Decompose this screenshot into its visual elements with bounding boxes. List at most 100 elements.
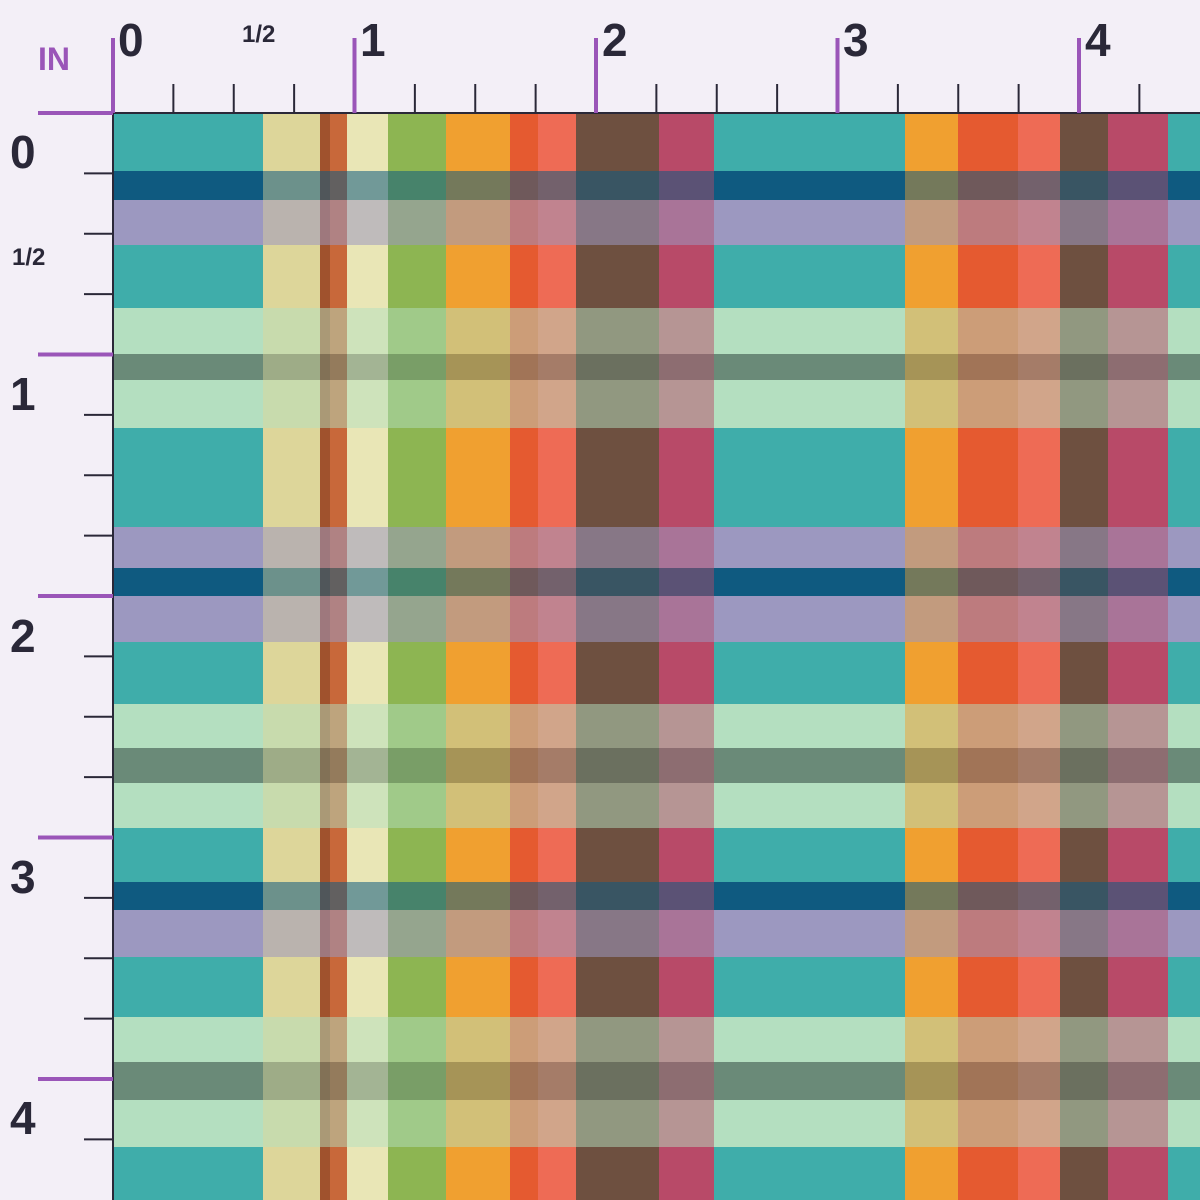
horizontal-stripe xyxy=(446,596,510,642)
horizontal-stripe xyxy=(330,596,347,642)
horizontal-stripe xyxy=(576,882,659,910)
horizontal-stripe xyxy=(446,1100,510,1147)
horizontal-stripe xyxy=(714,1100,905,1147)
horizontal-stripe xyxy=(1168,748,1200,783)
horizontal-stripe xyxy=(113,380,263,428)
horizontal-stripe xyxy=(1018,1017,1060,1062)
horizontal-stripe xyxy=(659,783,714,828)
horizontal-stripe xyxy=(1060,1062,1108,1100)
horizontal-stripe xyxy=(1168,527,1200,568)
horizontal-stripe xyxy=(905,527,958,568)
horizontal-stripe xyxy=(263,354,320,380)
horizontal-stripe xyxy=(905,568,958,596)
horizontal-stripe xyxy=(1168,568,1200,596)
horizontal-stripe xyxy=(538,527,576,568)
horizontal-stripe xyxy=(446,308,510,354)
horizontal-stripe xyxy=(263,308,320,354)
horizontal-stripe xyxy=(714,527,905,568)
horizontal-stripe xyxy=(1108,596,1168,642)
horizontal-stripe xyxy=(347,1062,388,1100)
horizontal-stripe xyxy=(576,527,659,568)
horizontal-stripe xyxy=(347,1017,388,1062)
horizontal-stripe xyxy=(510,380,538,428)
horizontal-stripe xyxy=(510,354,538,380)
horizontal-stripe xyxy=(714,910,905,957)
horizontal-stripe xyxy=(330,783,347,828)
horizontal-stripe xyxy=(1018,748,1060,783)
horizontal-stripe xyxy=(388,1062,446,1100)
horizontal-stripe xyxy=(1168,308,1200,354)
plaid-fabric xyxy=(113,113,1200,1200)
horizontal-stripe xyxy=(1018,596,1060,642)
horizontal-stripe xyxy=(347,380,388,428)
horizontal-stripe xyxy=(576,200,659,245)
horizontal-stripe xyxy=(510,568,538,596)
horizontal-stripe xyxy=(320,596,330,642)
horizontal-stripe xyxy=(320,200,330,245)
horizontal-stripe xyxy=(320,748,330,783)
horizontal-stripe xyxy=(388,748,446,783)
horizontal-stripe xyxy=(576,1017,659,1062)
horizontal-stripe xyxy=(958,1017,1018,1062)
horizontal-stripe xyxy=(958,910,1018,957)
horizontal-stripe xyxy=(330,527,347,568)
horizontal-stripe xyxy=(659,910,714,957)
horizontal-stripe xyxy=(714,596,905,642)
horizontal-stripe xyxy=(905,748,958,783)
horizontal-stripe xyxy=(1168,882,1200,910)
horizontal-stripe xyxy=(388,308,446,354)
horizontal-stripe xyxy=(1018,171,1060,200)
horizontal-stripe xyxy=(1168,354,1200,380)
horizontal-stripe xyxy=(538,200,576,245)
horizontal-stripe xyxy=(1108,527,1168,568)
horizontal-stripe xyxy=(446,783,510,828)
horizontal-stripe xyxy=(1168,380,1200,428)
horizontal-stripe xyxy=(958,1062,1018,1100)
horizontal-stripe xyxy=(576,568,659,596)
horizontal-stripe xyxy=(113,308,263,354)
horizontal-stripe xyxy=(905,882,958,910)
horizontal-stripe xyxy=(1108,1062,1168,1100)
horizontal-stripe xyxy=(113,704,263,748)
horizontal-stripe xyxy=(388,704,446,748)
horizontal-stripe xyxy=(347,527,388,568)
horizontal-stripe xyxy=(714,200,905,245)
horizontal-stripe xyxy=(113,200,263,245)
horizontal-stripe xyxy=(347,704,388,748)
horizontal-stripe xyxy=(659,308,714,354)
horizontal-stripe xyxy=(538,596,576,642)
horizontal-stripe xyxy=(659,704,714,748)
horizontal-stripe xyxy=(576,171,659,200)
horizontal-stripe xyxy=(446,527,510,568)
horizontal-stripe xyxy=(1108,308,1168,354)
horizontal-stripe xyxy=(1018,1062,1060,1100)
horizontal-stripe xyxy=(510,910,538,957)
horizontal-stripe xyxy=(1108,910,1168,957)
horizontal-stripe xyxy=(113,596,263,642)
horizontal-stripe xyxy=(263,910,320,957)
top-label: 1 xyxy=(360,14,386,66)
horizontal-stripe xyxy=(659,596,714,642)
horizontal-stripe xyxy=(510,1100,538,1147)
horizontal-stripe xyxy=(538,354,576,380)
horizontal-stripe xyxy=(659,200,714,245)
horizontal-stripe xyxy=(1018,380,1060,428)
top-label: 4 xyxy=(1085,14,1111,66)
horizontal-stripe xyxy=(576,380,659,428)
horizontal-stripe xyxy=(330,882,347,910)
horizontal-stripe xyxy=(905,200,958,245)
horizontal-stripe xyxy=(330,704,347,748)
horizontal-stripe xyxy=(905,704,958,748)
horizontal-stripe xyxy=(347,882,388,910)
horizontal-stripe xyxy=(958,704,1018,748)
horizontal-stripe xyxy=(538,1017,576,1062)
horizontal-stripe xyxy=(1018,704,1060,748)
horizontal-stripe xyxy=(576,783,659,828)
horizontal-stripe xyxy=(510,783,538,828)
horizontal-stripe xyxy=(510,1062,538,1100)
horizontal-stripe xyxy=(576,354,659,380)
horizontal-stripe xyxy=(538,704,576,748)
horizontal-stripe xyxy=(347,1100,388,1147)
horizontal-stripe xyxy=(263,568,320,596)
horizontal-stripe xyxy=(330,910,347,957)
